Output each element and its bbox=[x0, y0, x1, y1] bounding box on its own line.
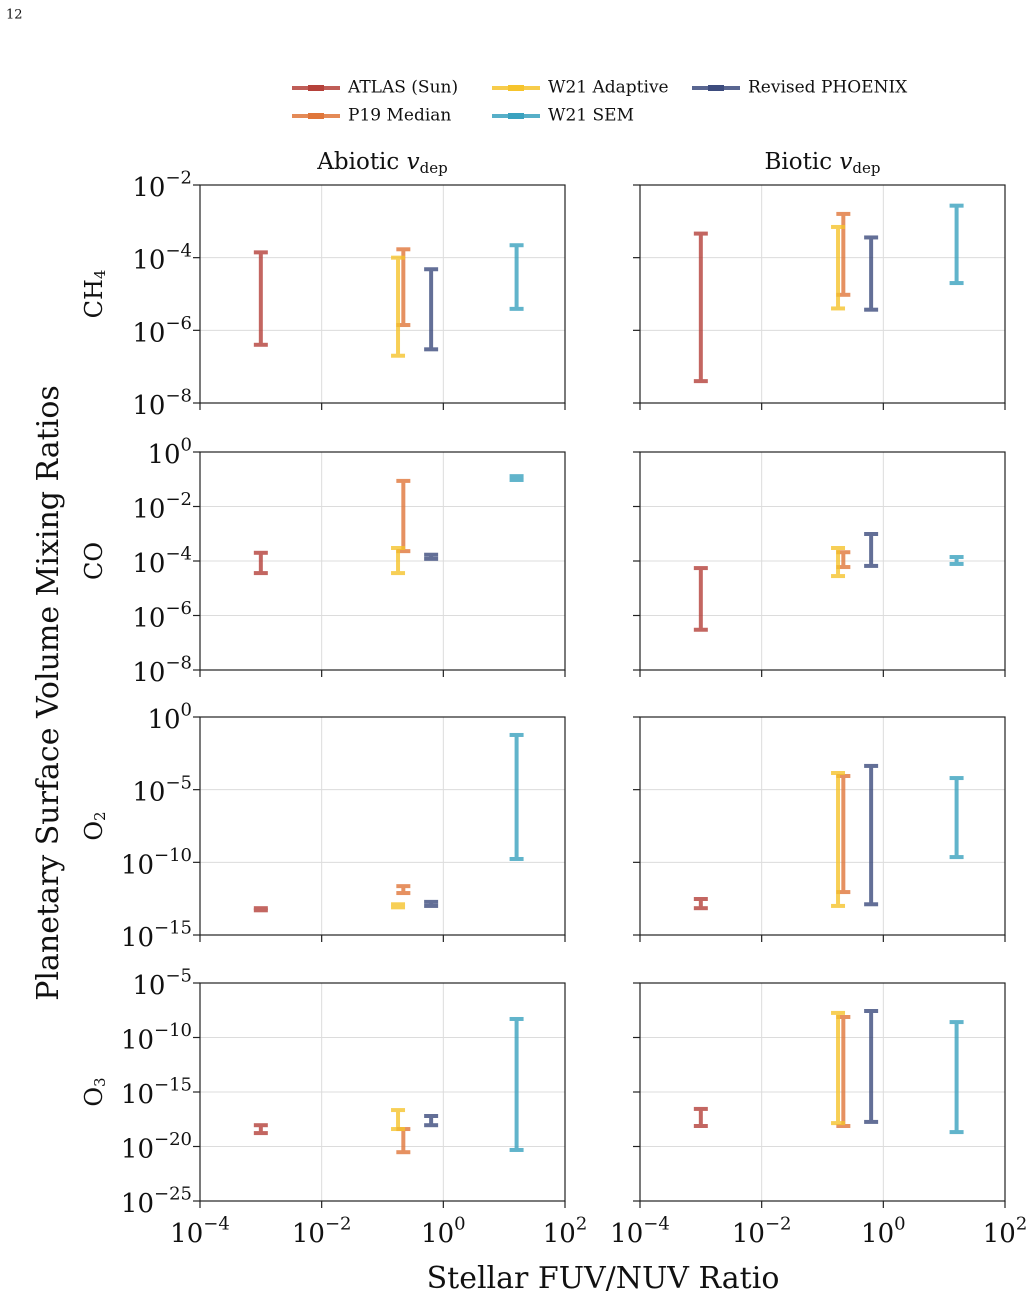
legend-label: P19 Median bbox=[348, 106, 451, 126]
panel-frame bbox=[639, 716, 1006, 936]
error-bar bbox=[831, 771, 846, 908]
error-bar bbox=[949, 555, 964, 566]
error-bar bbox=[864, 235, 879, 312]
error-bar bbox=[253, 250, 268, 347]
error-bar bbox=[391, 902, 406, 910]
row-label: CH4 bbox=[80, 270, 110, 319]
y-tick-label: 10−2 bbox=[132, 168, 192, 203]
y-tick-label: 10−8 bbox=[132, 386, 192, 421]
y-tick-label: 10−15 bbox=[121, 1075, 192, 1110]
legend-label: ATLAS (Sun) bbox=[347, 78, 458, 98]
error-bar bbox=[864, 531, 879, 568]
y-tick-label: 10−5 bbox=[132, 772, 192, 807]
error-bar bbox=[391, 1108, 406, 1132]
error-bar bbox=[424, 899, 439, 908]
column-title: Abiotic vdep bbox=[316, 149, 447, 177]
panel-frame bbox=[199, 716, 566, 936]
row-label: O3 bbox=[80, 1077, 110, 1106]
error-bar bbox=[396, 884, 411, 896]
y-tick-label: 10−15 bbox=[121, 918, 192, 953]
x-tick-label: 102 bbox=[983, 1214, 1028, 1249]
error-bar bbox=[864, 763, 879, 907]
y-tick-label: 10−20 bbox=[121, 1129, 192, 1164]
x-tick-label: 100 bbox=[861, 1214, 906, 1249]
error-bar bbox=[396, 478, 411, 554]
y-tick-label: 10−8 bbox=[132, 653, 192, 688]
error-bar bbox=[693, 231, 708, 384]
y-tick-label: 10−10 bbox=[121, 845, 192, 880]
error-bar bbox=[831, 224, 846, 311]
legend-label: Revised PHOENIX bbox=[748, 78, 908, 98]
error-bar bbox=[253, 1123, 268, 1136]
error-bar bbox=[424, 1113, 439, 1128]
legend-label: W21 Adaptive bbox=[548, 78, 669, 98]
row-label: CO bbox=[80, 542, 108, 580]
error-bar bbox=[509, 243, 524, 311]
error-bar bbox=[424, 552, 439, 561]
error-bar bbox=[831, 545, 846, 579]
y-tick-label: 10−25 bbox=[121, 1184, 192, 1219]
y-tick-label: 10−2 bbox=[132, 489, 192, 524]
column-title: Biotic vdep bbox=[765, 149, 881, 177]
row-label: O2 bbox=[80, 811, 110, 840]
y-tick-label: 10−6 bbox=[132, 598, 192, 633]
error-bar bbox=[693, 1106, 708, 1128]
y-tick-label: 10−6 bbox=[132, 313, 192, 348]
error-bar bbox=[391, 545, 406, 576]
error-bar bbox=[949, 1020, 964, 1135]
y-tick-label: 100 bbox=[147, 700, 192, 735]
error-bar bbox=[391, 255, 406, 358]
y-tick-label: 100 bbox=[147, 435, 192, 470]
error-bar bbox=[949, 203, 964, 286]
panel-frame bbox=[199, 184, 566, 404]
x-tick-label: 10−4 bbox=[610, 1214, 670, 1249]
y-tick-label: 10−4 bbox=[132, 240, 192, 275]
legend-label: W21 SEM bbox=[548, 106, 634, 126]
error-bar bbox=[693, 566, 708, 632]
x-tick-label: 10−4 bbox=[170, 1214, 230, 1249]
error-bar bbox=[949, 776, 964, 860]
x-tick-label: 10−2 bbox=[292, 1214, 352, 1249]
x-tick-label: 100 bbox=[421, 1214, 466, 1249]
error-bar bbox=[253, 550, 268, 576]
error-bar bbox=[831, 1010, 846, 1126]
x-axis-label: Stellar FUV/NUV Ratio bbox=[427, 1261, 780, 1296]
y-axis-label: Planetary Surface Volume Mixing Ratios bbox=[31, 385, 66, 1001]
x-tick-label: 102 bbox=[543, 1214, 588, 1249]
y-tick-label: 10−4 bbox=[132, 544, 192, 579]
error-bar bbox=[424, 267, 439, 352]
x-tick-label: 10−2 bbox=[732, 1214, 792, 1249]
error-bar bbox=[693, 896, 708, 911]
panel-frame bbox=[639, 184, 1006, 404]
y-tick-label: 10−10 bbox=[121, 1020, 192, 1055]
error-bar bbox=[509, 474, 524, 482]
error-bar bbox=[509, 732, 524, 861]
y-tick-label: 10−5 bbox=[132, 966, 192, 1001]
error-bar bbox=[253, 906, 268, 913]
page-number: 12 bbox=[6, 8, 23, 23]
error-bar bbox=[509, 1016, 524, 1152]
error-bar bbox=[396, 1127, 411, 1155]
error-bar bbox=[864, 1008, 879, 1124]
